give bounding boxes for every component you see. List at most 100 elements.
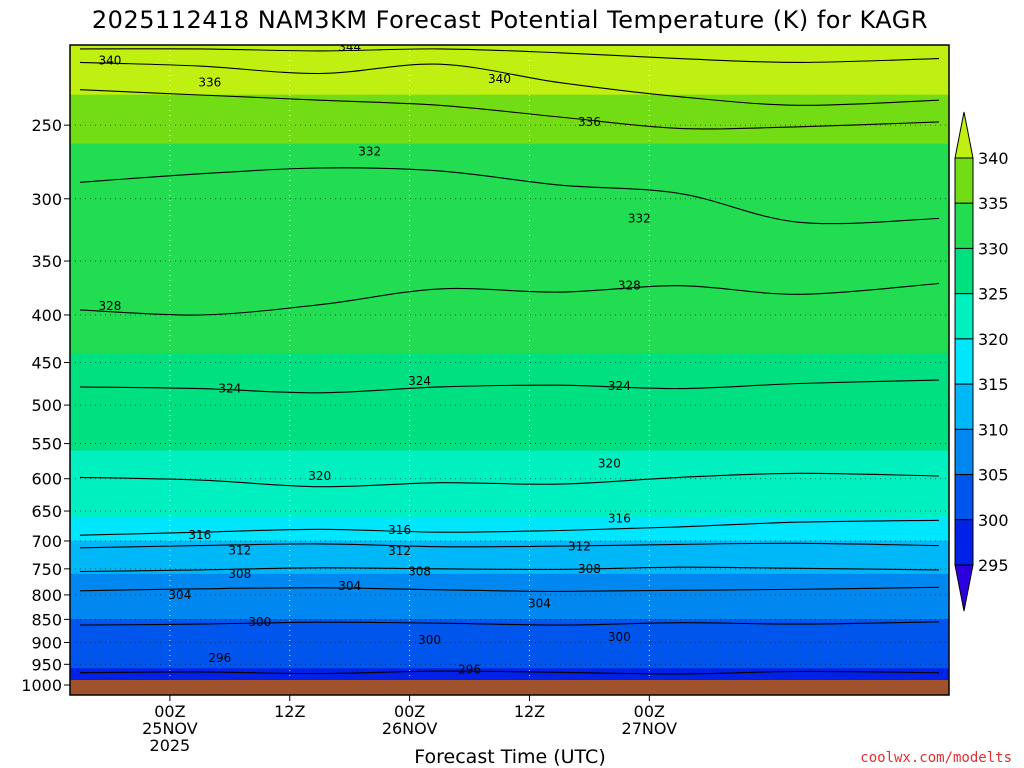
x-axis-label: Forecast Time (UTC) [414, 746, 605, 768]
contour-label-296: 296 [208, 651, 231, 665]
y-tick-label: 950 [31, 655, 62, 674]
contour-label-text: 308 [578, 562, 601, 576]
colorbar-label: 335 [978, 194, 1009, 213]
contour-line-320 [79, 472, 940, 488]
contour-label-308: 308 [228, 567, 251, 581]
y-tick-label: 700 [31, 532, 62, 551]
colorbar-label: 340 [978, 149, 1009, 168]
contour-label-text: 332 [628, 211, 651, 225]
contour-line-296 [79, 670, 940, 675]
contour-label-text: 304 [168, 588, 191, 602]
contour-label-296: 296 [458, 662, 481, 676]
contour-label-332: 332 [358, 145, 381, 159]
x-tick-label: 00Z [634, 702, 665, 721]
contour-label-text: 340 [488, 72, 511, 86]
contour-line-312 [79, 542, 940, 549]
contour-label-text: 312 [388, 544, 411, 558]
x-tick-label: 12Z [274, 702, 305, 721]
contour-label-316: 316 [188, 528, 211, 542]
contour-label-324: 324 [408, 374, 431, 388]
colorbar-label: 320 [978, 330, 1009, 349]
contour-lines [79, 48, 940, 675]
contour-label-332: 332 [628, 211, 651, 225]
colorbar-label: 315 [978, 375, 1009, 394]
y-tick-label: 300 [31, 190, 62, 209]
x-tick-label: 00Z [394, 702, 425, 721]
contour-label-text: 340 [99, 53, 122, 67]
contour-label-text: 304 [528, 596, 551, 610]
colorbar: 340 335 330 325 320 315 310 305 300 295 [954, 111, 1009, 612]
x-tick-label: 25NOV [142, 719, 198, 738]
contour-label-316: 316 [608, 511, 631, 525]
contour-line-332 [79, 167, 940, 225]
colorbar-label: 295 [978, 556, 1009, 575]
contour-line-300 [79, 621, 940, 626]
contour-label-text: 316 [188, 528, 211, 542]
surface-band [70, 680, 949, 695]
contour-label-320: 320 [308, 469, 331, 483]
colorbar-swatch [954, 474, 974, 521]
plot-area: 344 340 340 336 336 332 332 328 328 324 324 324 320 3… [70, 40, 949, 695]
contour-label-304: 304 [338, 579, 361, 593]
contour-label-text: 324 [218, 382, 241, 396]
y-tick-label: 850 [31, 610, 62, 629]
y-tick-label: 450 [31, 354, 62, 373]
contour-label-text: 328 [99, 299, 122, 313]
credit-text: coolwx.com/modelts [860, 750, 1012, 766]
contour-label-344: 344 [338, 40, 361, 54]
contour-labels: 344 340 340 336 336 332 332 328 328 324 324 324 320 3… [99, 40, 651, 676]
contour-label-300: 300 [608, 630, 631, 644]
y-tick-label: 1000 [21, 676, 62, 695]
colorbar-swatch [954, 519, 974, 566]
y-tick-label: 400 [31, 306, 62, 325]
contour-label-text: 332 [358, 145, 381, 159]
contour-label-308: 308 [578, 562, 601, 576]
contour-line-316 [79, 519, 940, 536]
colorbar-extend-top [954, 111, 974, 159]
colorbar-swatch [954, 293, 974, 340]
contour-label-text: 300 [418, 633, 441, 647]
contour-label-324: 324 [218, 382, 241, 396]
contour-label-340: 340 [488, 72, 511, 86]
contour-label-text: 312 [228, 544, 251, 558]
colorbar-swatch [954, 247, 974, 295]
colorbar-swatch [954, 338, 974, 385]
plot-frame [69, 44, 950, 696]
contour-label-328: 328 [99, 299, 122, 313]
contour-label-328: 328 [618, 279, 641, 293]
contour-line-324 [79, 379, 940, 394]
contour-label-text: 308 [228, 567, 251, 581]
y-tick-label: 350 [31, 252, 62, 271]
colorbar-swatch [954, 202, 974, 249]
contour-label-336: 336 [198, 76, 221, 90]
contour-label-324: 324 [608, 379, 631, 393]
contour-label-text: 344 [338, 40, 361, 54]
colorbar-swatch [954, 157, 974, 204]
y-tick-label: 500 [31, 396, 62, 415]
contour-label-text: 324 [608, 379, 631, 393]
grid [70, 45, 949, 695]
contour-label-312: 312 [228, 544, 251, 558]
contour-line-340 [79, 61, 940, 106]
colorbar-swatch [954, 428, 974, 476]
y-tick-label: 600 [31, 470, 62, 489]
colorbar-label: 310 [978, 420, 1009, 439]
contour-line-336 [79, 89, 940, 130]
contour-label-312: 312 [388, 544, 411, 558]
contour-line-344 [79, 48, 940, 63]
y-tick-label: 650 [31, 502, 62, 521]
y-axis: 250 300 350 400 450 500 550 600 650 700 750 800 850 9… [21, 116, 70, 695]
contour-label-text: 324 [408, 374, 431, 388]
contour-label-text: 304 [338, 579, 361, 593]
contour-line-328 [79, 282, 940, 316]
contour-label-text: 300 [248, 615, 271, 629]
colorbar-label: 305 [978, 466, 1009, 485]
contour-label-320: 320 [598, 457, 621, 471]
contour-label-text: 328 [618, 279, 641, 293]
contour-label-text: 320 [308, 469, 331, 483]
x-tick-label: 27NOV [622, 719, 678, 738]
colorbar-extend-bottom [954, 564, 974, 612]
colorbar-label: 300 [978, 511, 1009, 530]
